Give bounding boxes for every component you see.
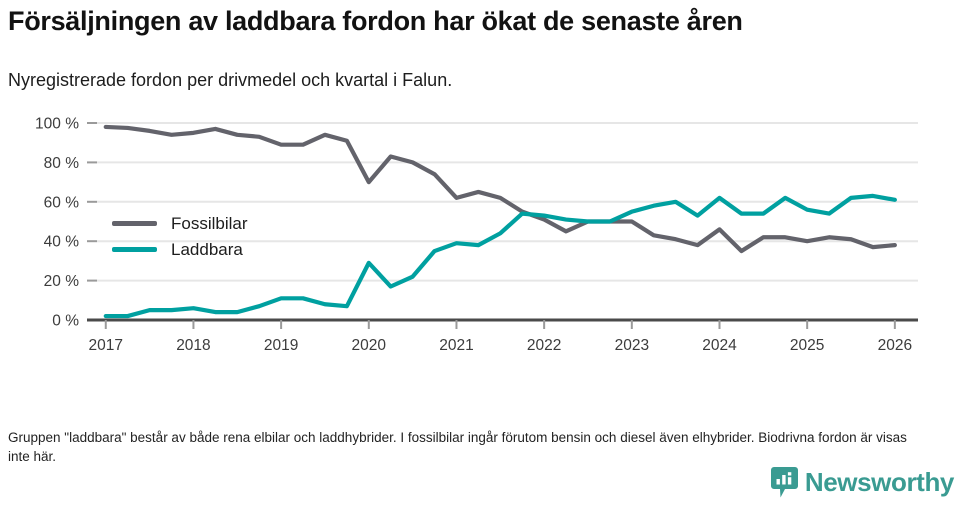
series-line-laddbara [103, 193, 897, 319]
x-axis-tick-label: 2018 [176, 337, 210, 354]
logo-text: Newsworthy [804, 467, 955, 497]
legend-swatch-fossilbilar [112, 220, 157, 226]
legend-label-fossilbilar: Fossilbilar [171, 213, 248, 233]
chart-footnote: Gruppen "laddbara" består av både rena e… [8, 430, 907, 465]
y-axis-tick-label: 20 % [44, 273, 80, 290]
chart-plot-area: 0 % 20 % 40 % 60 % 80 % 100 % 2017 2018 2019 2020… [0, 110, 945, 365]
x-axis-tick-label: 2023 [615, 337, 649, 354]
bar-chart-pin-icon [770, 466, 798, 497]
chart-legend: Fossilbilar Laddbara [112, 210, 332, 262]
chart-subtitle: Nyregistrerade fordon per drivmedel och … [8, 70, 453, 90]
series-line-fossilbilar [103, 124, 897, 254]
legend-swatch-laddbara [112, 246, 157, 252]
legend-item-laddbara: Laddbara [112, 236, 332, 262]
legend-label-laddbara: Laddbara [171, 239, 243, 259]
x-axis-tick-label: 2019 [264, 337, 298, 354]
x-axis-tick-label: 2021 [439, 337, 473, 354]
y-axis-tick-label: 80 % [44, 155, 80, 172]
legend-item-fossilbilar: Fossilbilar [112, 210, 332, 236]
x-axis-tick-label: 2025 [790, 337, 824, 354]
x-axis-tick-label: 2020 [352, 337, 387, 354]
x-axis-tick-label: 2026 [878, 337, 912, 354]
line-chart-svg: 0 % 20 % 40 % 60 % 80 % 100 % 2017 2018 2019 2020… [35, 116, 918, 354]
page-title: Försäljningen av laddbara fordon har öka… [8, 6, 743, 36]
y-axis-tick-label: 100 % [35, 116, 79, 133]
x-axis-tick-label: 2024 [702, 337, 737, 354]
y-axis-tick-label: 40 % [44, 234, 80, 251]
x-axis-tick-label: 2022 [527, 337, 561, 354]
y-axis-tick-label: 60 % [44, 194, 80, 211]
newsworthy-logo: Newsworthy [770, 465, 955, 499]
y-axis-tick-label: 0 % [52, 313, 79, 330]
x-axis-tick-label: 2017 [89, 337, 123, 354]
